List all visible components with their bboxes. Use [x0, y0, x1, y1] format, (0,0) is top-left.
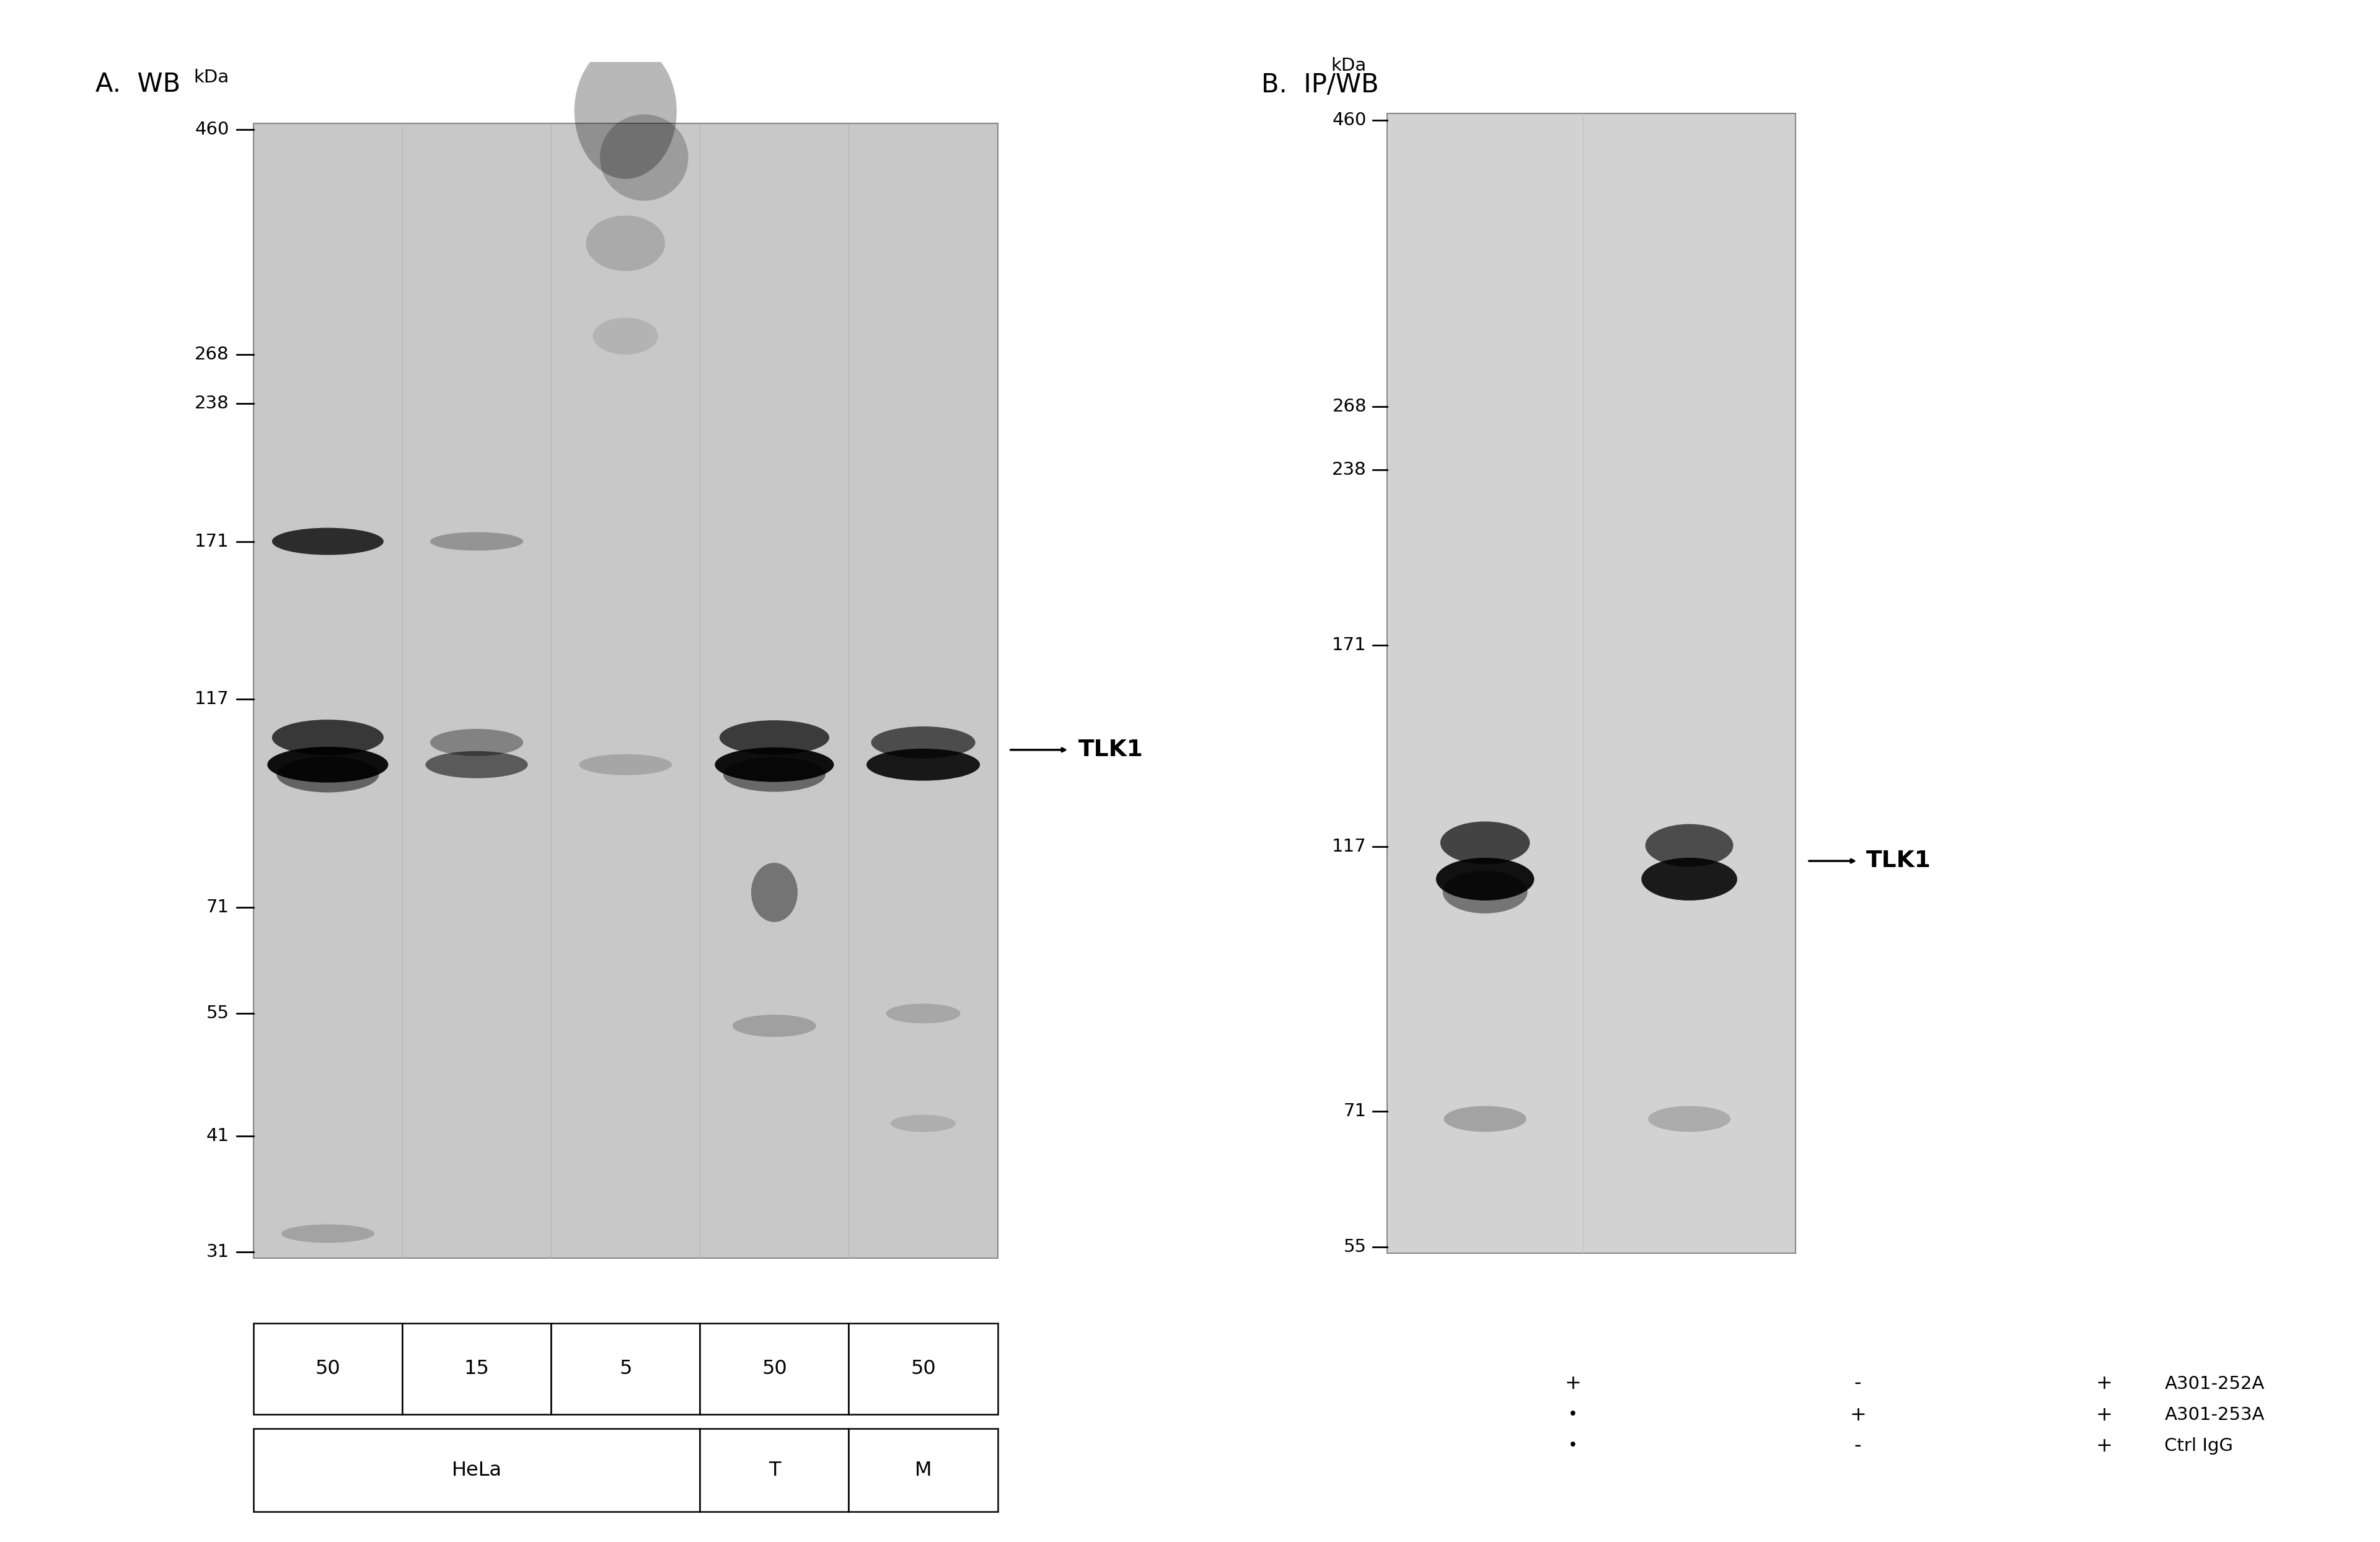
Ellipse shape	[724, 757, 826, 791]
Ellipse shape	[1647, 1106, 1730, 1132]
Text: TLK1: TLK1	[1866, 850, 1930, 873]
Bar	[402, 1323, 552, 1414]
Ellipse shape	[885, 1004, 962, 1024]
Ellipse shape	[585, 216, 664, 271]
Ellipse shape	[1440, 822, 1530, 864]
Ellipse shape	[578, 754, 671, 776]
Ellipse shape	[1645, 823, 1733, 867]
Ellipse shape	[426, 751, 528, 779]
Ellipse shape	[431, 729, 524, 756]
Text: Ctrl IgG: Ctrl IgG	[2166, 1437, 2232, 1456]
Text: +: +	[1849, 1405, 1866, 1425]
Text: 117: 117	[1333, 837, 1366, 854]
Text: 460: 460	[1333, 111, 1366, 128]
Text: -: -	[1854, 1437, 1861, 1456]
Text: 117: 117	[195, 691, 228, 708]
Ellipse shape	[890, 1115, 957, 1132]
Text: +: +	[1566, 1374, 1580, 1394]
Text: 50: 50	[314, 1359, 340, 1379]
Text: 31: 31	[207, 1243, 228, 1261]
Bar	[252, 1428, 700, 1511]
Text: 55: 55	[207, 1005, 228, 1022]
Text: -: -	[1854, 1374, 1861, 1394]
Ellipse shape	[719, 720, 828, 754]
Text: 171: 171	[1333, 637, 1366, 654]
Text: +: +	[2097, 1437, 2113, 1456]
Text: 15: 15	[464, 1359, 490, 1379]
Bar	[252, 1323, 402, 1414]
Text: 41: 41	[207, 1127, 228, 1144]
Text: 71: 71	[1345, 1103, 1366, 1119]
Text: 238: 238	[195, 395, 228, 412]
Ellipse shape	[600, 114, 688, 200]
Ellipse shape	[276, 757, 378, 793]
Text: B.  IP/WB: B. IP/WB	[1261, 72, 1378, 99]
Bar	[1388, 114, 1795, 1254]
Text: HeLa: HeLa	[452, 1460, 502, 1480]
Bar	[700, 1428, 850, 1511]
Bar	[700, 1323, 850, 1414]
Bar	[850, 1323, 997, 1414]
Text: 238: 238	[1333, 461, 1366, 478]
Ellipse shape	[871, 726, 976, 759]
Text: M: M	[914, 1460, 931, 1480]
Ellipse shape	[574, 43, 676, 179]
Text: 55: 55	[1345, 1238, 1366, 1255]
Text: kDa: kDa	[193, 69, 228, 86]
Ellipse shape	[281, 1224, 374, 1243]
Text: 268: 268	[195, 345, 228, 362]
Ellipse shape	[714, 748, 833, 782]
Text: A301-253A: A301-253A	[2166, 1406, 2266, 1423]
Text: 268: 268	[1333, 398, 1366, 415]
Ellipse shape	[1445, 1106, 1526, 1132]
Bar	[850, 1428, 997, 1511]
Text: T: T	[769, 1460, 781, 1480]
Text: 50: 50	[762, 1359, 788, 1379]
Text: A.  WB: A. WB	[95, 71, 181, 97]
Text: 71: 71	[207, 899, 228, 916]
Ellipse shape	[431, 532, 524, 550]
Ellipse shape	[267, 746, 388, 782]
Text: 460: 460	[195, 120, 228, 139]
Text: A301-252A: A301-252A	[2166, 1375, 2263, 1392]
Ellipse shape	[271, 720, 383, 756]
Text: 171: 171	[195, 532, 228, 550]
Text: kDa: kDa	[1330, 57, 1366, 74]
Text: 50: 50	[912, 1359, 935, 1379]
Ellipse shape	[733, 1015, 816, 1036]
Text: TLK1: TLK1	[1078, 739, 1145, 762]
Text: •: •	[1568, 1406, 1578, 1423]
Ellipse shape	[271, 527, 383, 555]
Text: +: +	[2097, 1374, 2113, 1394]
Ellipse shape	[593, 318, 659, 355]
Ellipse shape	[866, 748, 981, 780]
Ellipse shape	[1642, 857, 1737, 901]
Text: 5: 5	[619, 1359, 631, 1379]
Ellipse shape	[1442, 871, 1528, 913]
Text: •: •	[1568, 1439, 1578, 1454]
Text: +: +	[2097, 1405, 2113, 1425]
Bar	[252, 123, 997, 1258]
Ellipse shape	[1435, 857, 1535, 901]
Bar	[552, 1323, 700, 1414]
Ellipse shape	[752, 864, 797, 922]
